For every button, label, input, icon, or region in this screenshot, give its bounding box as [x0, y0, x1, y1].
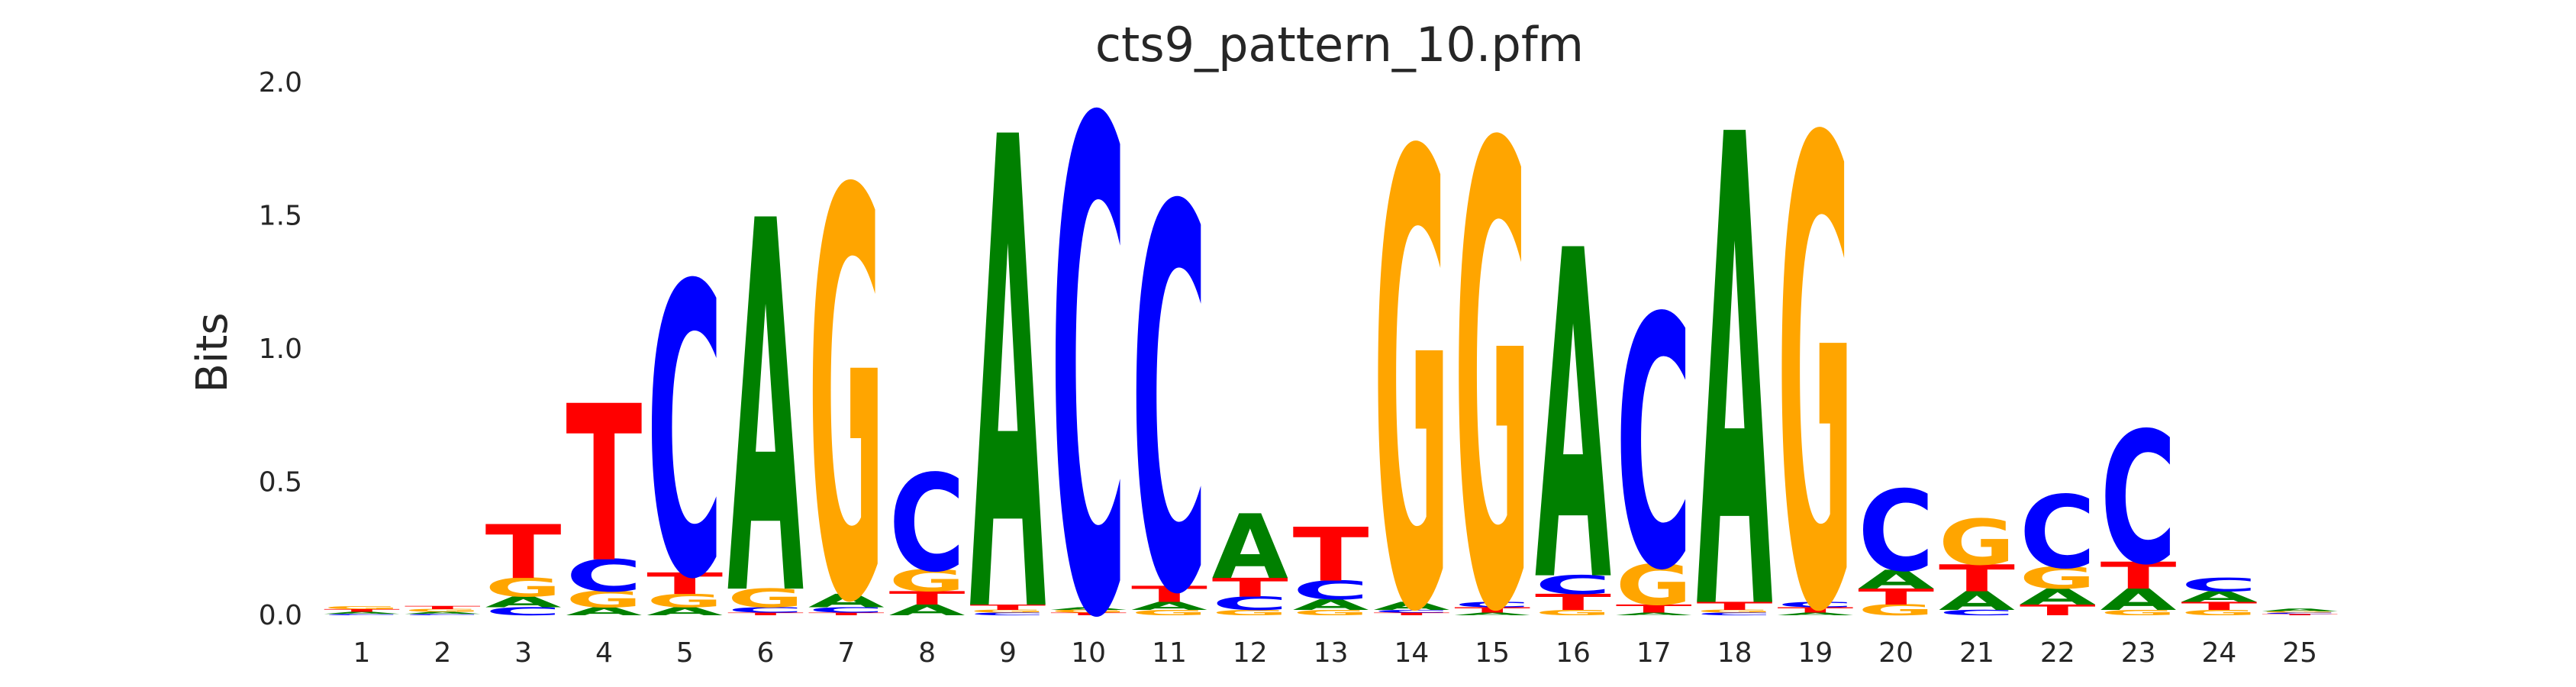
y-tick-label: 2.0 — [259, 67, 302, 98]
logo-letter-g: G — [1777, 9, 1853, 687]
logo-letter-a: A — [2262, 608, 2338, 612]
logo-letter-t: T — [1293, 513, 1369, 598]
y-tick-label: 1.0 — [259, 334, 302, 365]
x-tick-label: 13 — [1314, 637, 1349, 669]
x-tick-label: 25 — [2282, 637, 2317, 669]
logo-letter-g: G — [324, 606, 400, 611]
y-axis-ticks: 0.0 0.5 1.0 1.5 2.0 — [259, 67, 302, 631]
logo-letters: CATGCAGT CAGTAGCTAGTC TCGA TCAG ATGCCGTA TGAC… — [324, 0, 2339, 687]
x-tick-label: 24 — [2201, 637, 2236, 669]
logo-letter-c: C — [2100, 393, 2177, 605]
logo-letter-c: C — [646, 203, 723, 668]
x-tick-label: 3 — [514, 637, 532, 669]
logo-letter-g: G — [1939, 506, 2015, 580]
x-tick-label: 20 — [1878, 637, 1913, 669]
x-tick-label: 21 — [1959, 637, 1994, 669]
x-tick-label: 23 — [2121, 637, 2156, 669]
logo-letter-g: G — [1373, 27, 1449, 687]
x-tick-label: 22 — [2040, 637, 2075, 669]
logo-letter-g: G — [1454, 15, 1530, 687]
logo-letter-a: A — [1697, 2, 1774, 687]
logo-letter-t: T — [566, 360, 642, 610]
logo-letter-a: A — [727, 114, 804, 687]
logo-letter-c: C — [1131, 98, 1207, 687]
logo-letter-t: T — [405, 605, 481, 611]
logo-letter-c: C — [1050, 0, 1127, 687]
logo-letter-a: A — [969, 5, 1046, 687]
logo-letter-c: C — [1616, 245, 1692, 646]
logo-letter-a: A — [1535, 156, 1612, 682]
x-tick-label: 4 — [595, 637, 613, 669]
y-tick-label: 0.5 — [259, 467, 302, 498]
x-tick-label: 12 — [1233, 637, 1268, 669]
logo-letter-c: C — [1858, 468, 1934, 597]
logo-letter-g: G — [808, 76, 885, 687]
logo-letter-c: C — [2020, 475, 2096, 592]
logo-letter-c: C — [2181, 574, 2257, 595]
y-tick-label: 0.0 — [259, 600, 302, 631]
logo-letter-a: A — [1212, 495, 1288, 598]
logo-letter-t: T — [485, 510, 562, 595]
y-axis-label: Bits — [188, 312, 237, 392]
y-tick-label: 1.5 — [259, 201, 302, 232]
x-tick-label: 8 — [918, 637, 936, 669]
x-tick-label: 2 — [434, 637, 451, 669]
x-tick-label: 1 — [353, 637, 371, 669]
logo-letter-c: C — [889, 447, 966, 602]
